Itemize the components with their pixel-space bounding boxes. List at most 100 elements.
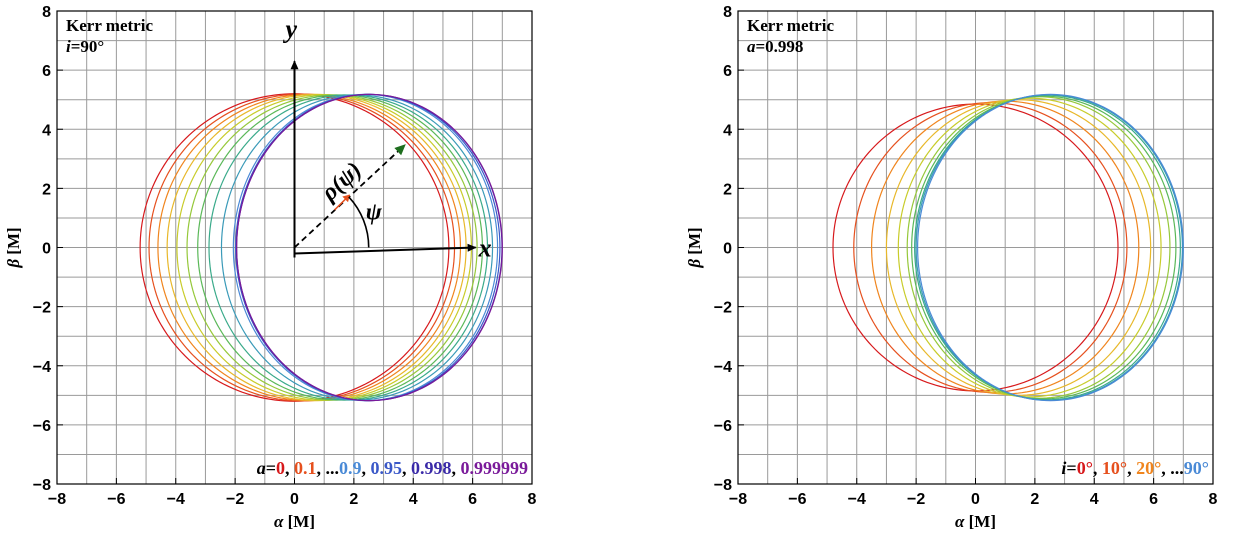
legend-separator: , xyxy=(1093,458,1102,478)
legend: i=0°, 10°, 20°, ...90° xyxy=(1061,458,1209,478)
legend-entry: 10° xyxy=(1102,458,1127,478)
series-curve xyxy=(915,94,1184,401)
legend-equals: = xyxy=(266,458,276,478)
legend-separator: , xyxy=(317,458,326,478)
y-tick-label: 6 xyxy=(42,63,51,80)
x-tick-label: −8 xyxy=(729,491,747,508)
y-axis-unit: [M] xyxy=(4,227,23,259)
legend-separator: , xyxy=(362,458,371,478)
x-tick-label: 8 xyxy=(528,491,537,508)
legend-separator: , xyxy=(402,458,411,478)
x-tick-label: 2 xyxy=(349,491,358,508)
y-tick-label: 4 xyxy=(723,122,732,139)
series-curve xyxy=(208,94,489,401)
legend-entry: 0.1 xyxy=(294,458,317,478)
x-tick-label: −4 xyxy=(848,491,866,508)
legend: a=0, 0.1, ...0.9, 0.95, 0.998, 0.999999 xyxy=(257,458,528,478)
x-axis-symbol: α xyxy=(274,512,284,531)
series-curve xyxy=(157,93,462,402)
y-tick-label: 4 xyxy=(42,122,51,139)
legend-prefix: a xyxy=(257,458,266,478)
annotation-parameter: i=90° xyxy=(66,37,104,56)
diagram-radius-label: ρ(ψ) xyxy=(316,157,367,207)
x-tick-label: 4 xyxy=(1090,491,1099,508)
series-curve xyxy=(897,97,1162,398)
series-curve xyxy=(885,99,1152,396)
series-group xyxy=(832,93,1184,402)
series-curve xyxy=(166,93,467,402)
legend-prefix: i xyxy=(1061,458,1066,478)
annotation-parameter-symbol: i xyxy=(66,37,71,56)
series-curve xyxy=(148,93,456,402)
y-tick-label: −2 xyxy=(33,300,51,317)
diagram-angle-label: ψ xyxy=(366,199,383,225)
diagram-x-label: x xyxy=(478,234,492,263)
legend-entry: 90° xyxy=(1184,458,1209,478)
y-tick-label: 8 xyxy=(723,4,732,21)
y-tick-label: 8 xyxy=(42,4,51,21)
y-tick-label: −6 xyxy=(33,418,51,435)
legend-separator: , xyxy=(285,458,294,478)
y-axis-unit: [M] xyxy=(685,227,704,259)
series-curve xyxy=(139,93,450,402)
legend-entry: 0.998 xyxy=(411,458,452,478)
annotation-parameter-symbol: a xyxy=(747,37,756,56)
legend-separator: , xyxy=(452,458,461,478)
legend-entry: 0° xyxy=(1077,458,1093,478)
annotation-parameter-value: =0.998 xyxy=(756,37,804,56)
annotation-title: Kerr metric xyxy=(747,16,834,35)
x-tick-label: −6 xyxy=(107,491,125,508)
x-tick-label: −2 xyxy=(907,491,925,508)
diagram-x-axis xyxy=(294,243,477,255)
y-tick-label: 0 xyxy=(42,241,51,258)
legend-entry: 0 xyxy=(276,458,285,478)
series-curve xyxy=(906,96,1171,399)
y-tick-label: 2 xyxy=(42,181,51,198)
x-tick-label: −2 xyxy=(226,491,244,508)
x-tick-label: −8 xyxy=(48,491,66,508)
x-tick-label: 0 xyxy=(971,491,980,508)
series-curve xyxy=(911,95,1177,400)
x-tick-label: 2 xyxy=(1030,491,1039,508)
diagram-y-label: y xyxy=(283,15,298,44)
legend-equals: = xyxy=(1066,458,1076,478)
legend-entry: ... xyxy=(1170,458,1184,478)
x-tick-label: −6 xyxy=(788,491,806,508)
y-tick-label: −4 xyxy=(33,359,51,376)
y-tick-label: −8 xyxy=(714,477,732,494)
x-axis-label: α [M] xyxy=(955,512,996,531)
legend-entry: 0.999999 xyxy=(461,458,529,478)
x-tick-label: 6 xyxy=(468,491,477,508)
series-curve xyxy=(917,93,1184,402)
legend-entry: 20° xyxy=(1136,458,1161,478)
y-axis-symbol: β xyxy=(4,259,23,269)
legend-entry: 0.95 xyxy=(371,458,403,478)
x-tick-label: 4 xyxy=(409,491,418,508)
series-curve xyxy=(236,93,503,402)
legend-separator: , xyxy=(1161,458,1170,478)
legend-entry: ... xyxy=(326,458,340,478)
legend-separator: , xyxy=(1127,458,1136,478)
x-tick-label: −4 xyxy=(167,491,185,508)
series-curve xyxy=(232,93,499,402)
series-curve xyxy=(186,94,478,401)
series-curve xyxy=(914,94,1181,401)
x-tick-label: 0 xyxy=(290,491,299,508)
annotation-parameter-value: =90° xyxy=(71,37,105,56)
series-curve xyxy=(870,100,1140,395)
x-tick-label: 8 xyxy=(1209,491,1218,508)
series-curve xyxy=(832,103,1119,392)
y-tick-label: −8 xyxy=(33,477,51,494)
legend-entry: 0.9 xyxy=(339,458,362,478)
x-axis-symbol: α xyxy=(955,512,965,531)
series-curve xyxy=(197,94,484,401)
series-group xyxy=(139,93,503,402)
y-tick-label: −2 xyxy=(714,300,732,317)
series-curve xyxy=(176,94,473,401)
diagram-small-arrow xyxy=(334,194,351,211)
y-axis-symbol: β xyxy=(685,259,704,269)
y-tick-label: 6 xyxy=(723,63,732,80)
x-axis-label: α [M] xyxy=(274,512,315,531)
series-curve xyxy=(853,102,1128,393)
